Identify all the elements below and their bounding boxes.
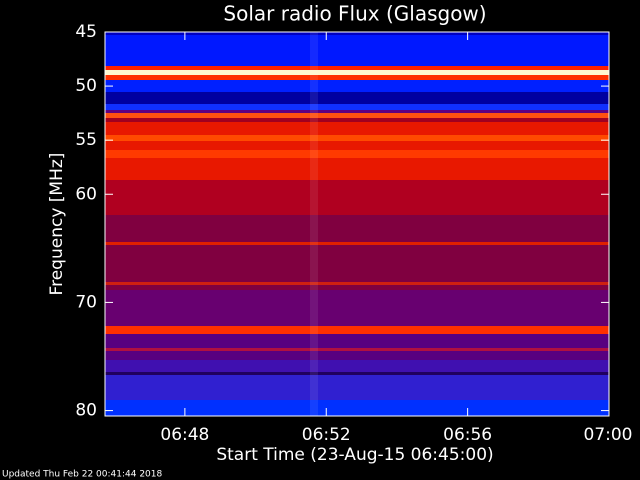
x-tick-label: 06:48	[160, 425, 209, 445]
plot-frame	[104, 31, 610, 417]
y-tick-label: 55	[75, 130, 97, 150]
x-axis-label: Start Time (23-Aug-15 06:45:00)	[216, 445, 493, 465]
y-tick-label: 80	[75, 401, 97, 421]
y-tick-label: 70	[75, 292, 97, 312]
x-tick-label: 07:00	[584, 425, 633, 445]
x-tick-label: 06:52	[302, 425, 351, 445]
y-tick-label: 60	[75, 184, 97, 204]
footer: Updated Thu Feb 22 00:41:44 2018	[2, 470, 163, 480]
chart-title: Solar radio Flux (Glasgow)	[223, 2, 486, 26]
spectrogram	[105, 32, 609, 416]
y-tick-label: 50	[75, 76, 97, 96]
y-axis-label: Frequency [MHz]	[47, 153, 67, 296]
x-tick-label: 06:56	[443, 425, 492, 445]
y-tick-label: 45	[75, 22, 97, 42]
